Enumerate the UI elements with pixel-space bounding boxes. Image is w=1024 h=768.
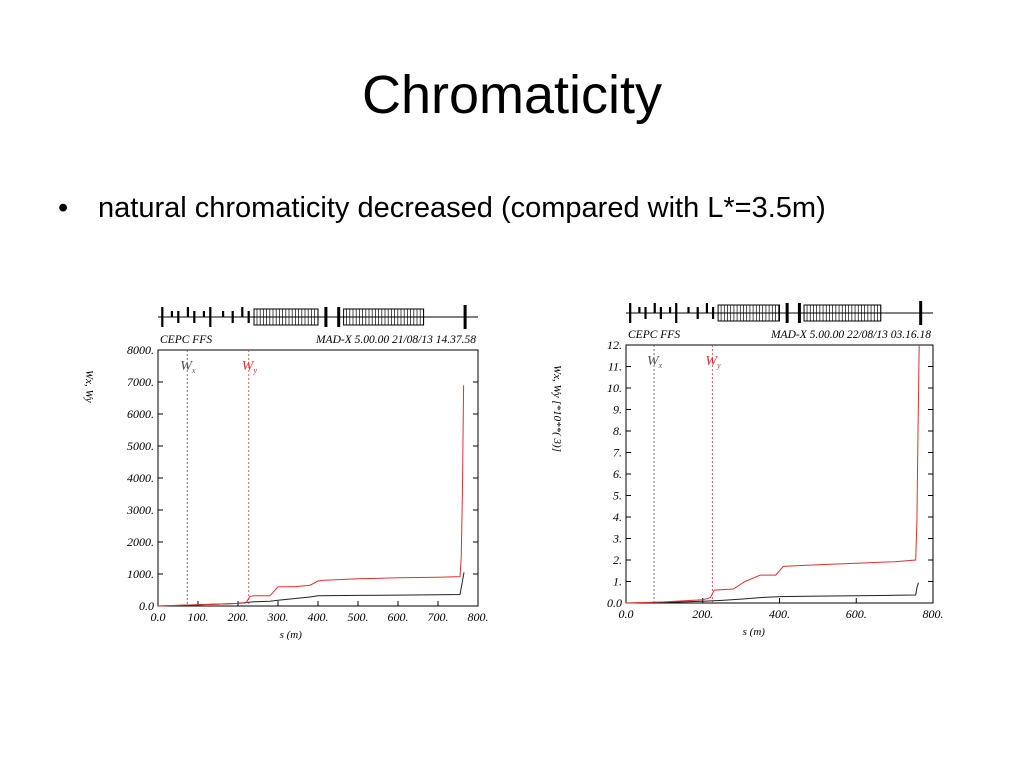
plot-frame (625, 344, 934, 604)
lattice-magnet (675, 303, 678, 323)
y-tick-label: 2. (613, 553, 622, 567)
series-line-wy (625, 344, 920, 604)
x-tick-label: 800. (468, 610, 489, 624)
lattice-magnet (644, 307, 647, 319)
marker-subscript: y (252, 366, 257, 375)
lattice-magnet (711, 307, 715, 319)
x-tick-label: 800. (923, 607, 944, 621)
y-tick-label: 8000. (127, 343, 154, 357)
x-tick-label: 400. (769, 607, 790, 621)
lattice-magnet (324, 307, 328, 327)
lattice-final-quad (463, 305, 467, 329)
lattice-magnet (629, 303, 632, 323)
lattice-magnet (161, 307, 164, 327)
lattice-magnet (337, 307, 341, 327)
chart-header-left: CEPC FFS (160, 334, 212, 346)
lattice-magnet (696, 307, 699, 319)
x-axis-label: s (m) (280, 629, 303, 641)
lattice-magnet (668, 307, 672, 313)
marker-label-wx: Wx (180, 359, 196, 375)
lattice-magnet (653, 303, 656, 313)
lattice-block (717, 304, 781, 322)
plot-frame (157, 349, 479, 607)
bullet-text: natural chromaticity decreased (compared… (98, 192, 826, 224)
y-tick-label: 10. (607, 381, 622, 395)
lattice-magnet (705, 303, 709, 313)
chart-left: CEPC FFS MAD-X 5.00.00 21/08/13 14.37.58 0… (83, 305, 489, 641)
marker-label-wy: Wy (242, 359, 258, 375)
lattice-magnet (241, 307, 244, 317)
y-tick-label: 3. (612, 532, 622, 546)
lattice-magnet (797, 303, 801, 323)
y-tick-label: 4000. (127, 471, 154, 485)
chart-right: CEPC FFS MAD-X 5.00.00 22/08/13 03.16.18 0… (551, 301, 944, 638)
bullet-dot: • (58, 192, 69, 224)
lattice-strip (158, 305, 478, 329)
y-tick-label: 7000. (127, 375, 154, 389)
lattice-magnet (687, 307, 690, 313)
lattice-magnet (247, 311, 250, 323)
x-tick-label: 0.0 (619, 607, 634, 621)
y-axis-label: Wx, Wy [*10**( 3)] (551, 365, 563, 452)
y-tick-label: 4. (613, 510, 622, 524)
bullet-item: • natural chromaticity decreased (compare… (58, 188, 826, 228)
y-tick-label: 3000. (126, 503, 154, 517)
y-tick-label: 12. (607, 338, 622, 352)
x-tick-label: 400. (308, 610, 329, 624)
y-tick-label: 1000. (127, 567, 154, 581)
x-tick-label: 600. (388, 610, 409, 624)
x-tick-label: 200. (692, 607, 713, 621)
series-line-wx (625, 582, 919, 604)
lattice-magnet (186, 307, 189, 317)
lattice-magnet (202, 311, 205, 317)
lattice-magnet (785, 303, 789, 323)
chart-header-right: MAD-X 5.00.00 22/08/13 03.16.18 (770, 329, 931, 341)
y-tick-label: 5. (613, 489, 622, 503)
marker-label-wy: Wy (705, 354, 721, 370)
x-tick-label: 0.0 (151, 610, 166, 624)
y-tick-label: 2000. (127, 535, 154, 549)
slide-title: Chromaticity (361, 65, 663, 125)
lattice-magnet (170, 311, 173, 317)
y-tick-label: 6. (613, 467, 622, 481)
chart-header-left: CEPC FFS (628, 329, 680, 341)
lattice-final-quad (919, 301, 923, 325)
x-tick-label: 500. (348, 610, 369, 624)
chart-header-right: MAD-X 5.00.00 21/08/13 14.37.58 (315, 334, 476, 346)
y-tick-label: 5000. (127, 439, 154, 453)
lattice-magnet (177, 311, 180, 323)
y-tick-label: 8. (613, 424, 622, 438)
lattice-magnet (193, 311, 196, 323)
x-tick-label: 600. (846, 607, 867, 621)
y-axis-label: Wx, Wy (83, 370, 95, 403)
marker-label-wx: Wx (647, 354, 663, 370)
lattice-magnet (222, 311, 225, 317)
x-axis-label: s (m) (743, 626, 766, 638)
lattice-strip (626, 301, 933, 325)
lattice-magnet (638, 307, 641, 313)
y-tick-label: 0.0 (607, 596, 622, 610)
lattice-magnet (209, 307, 212, 327)
lattice-magnet (659, 307, 662, 319)
y-tick-label: 6000. (127, 407, 154, 421)
lattice-magnet (231, 311, 234, 323)
y-tick-label: 7. (613, 446, 622, 460)
y-tick-label: 11. (608, 360, 622, 374)
y-tick-label: 0.0 (139, 599, 154, 613)
marker-subscript: y (716, 361, 721, 370)
marker-subscript: x (191, 366, 196, 375)
x-tick-label: 100. (188, 610, 209, 624)
y-tick-label: 1. (613, 575, 622, 589)
marker-subscript: x (658, 361, 663, 370)
x-tick-label: 200. (228, 610, 249, 624)
y-tick-label: 9. (613, 403, 622, 417)
x-tick-label: 300. (267, 610, 289, 624)
x-tick-label: 700. (428, 610, 449, 624)
series-line-wy (157, 385, 465, 607)
